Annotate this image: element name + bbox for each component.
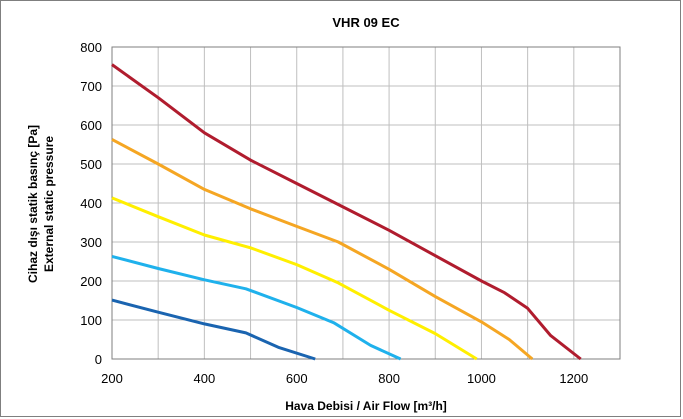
y-tick-label-300: 300 bbox=[80, 235, 102, 250]
x-tick-label-1000: 1000 bbox=[467, 371, 496, 386]
x-tick-label-1200: 1200 bbox=[559, 371, 588, 386]
y-tick-label-200: 200 bbox=[80, 274, 102, 289]
series-line-2 bbox=[112, 139, 532, 359]
y-tick-label-700: 700 bbox=[80, 79, 102, 94]
y-axis-label-line-2: External static pressure bbox=[42, 136, 56, 272]
y-tick-label-500: 500 bbox=[80, 157, 102, 172]
y-tick-label-400: 400 bbox=[80, 196, 102, 211]
y-axis-label-line-1: Cihaz dışı statik basınç [Pa] bbox=[26, 125, 40, 283]
y-tick-labels: 0 100 200 300 400 500 600 700 800 bbox=[80, 40, 102, 367]
series-layer bbox=[112, 65, 581, 359]
x-tick-label-400: 400 bbox=[194, 371, 216, 386]
y-tick-label-800: 800 bbox=[80, 40, 102, 55]
grid-horizontal bbox=[112, 47, 620, 359]
x-tick-label-800: 800 bbox=[378, 371, 400, 386]
x-tick-label-200: 200 bbox=[101, 371, 123, 386]
x-tick-labels: 200 400 600 800 1000 1200 bbox=[101, 371, 588, 386]
series-line-5 bbox=[112, 300, 315, 359]
series-line-3 bbox=[112, 198, 477, 359]
x-tick-label-600: 600 bbox=[286, 371, 308, 386]
y-tick-label-100: 100 bbox=[80, 313, 102, 328]
chart-title: VHR 09 EC bbox=[332, 15, 400, 30]
y-tick-label-600: 600 bbox=[80, 118, 102, 133]
y-tick-label-0: 0 bbox=[95, 352, 102, 367]
series-line-4 bbox=[112, 256, 401, 359]
x-axis-label: Hava Debisi / Air Flow [m³/h] bbox=[285, 399, 447, 413]
series-line-1 bbox=[112, 65, 581, 359]
